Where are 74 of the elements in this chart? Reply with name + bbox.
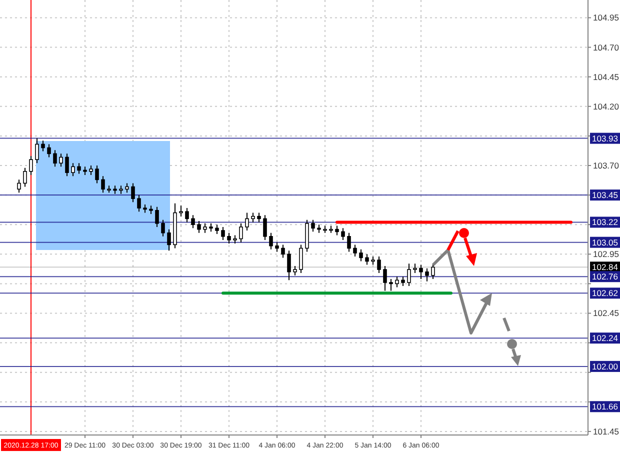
candlestick bbox=[155, 206, 159, 228]
candlestick bbox=[311, 219, 315, 232]
candlestick bbox=[341, 228, 345, 240]
ref-line-label: 102.24 bbox=[592, 333, 618, 344]
candlestick bbox=[137, 194, 141, 212]
candlestick bbox=[125, 182, 129, 194]
ref-line-label: 103.22 bbox=[592, 217, 618, 228]
candlestick bbox=[185, 208, 189, 223]
candlestick bbox=[215, 224, 219, 235]
candlestick bbox=[77, 162, 81, 174]
candlestick bbox=[395, 276, 399, 288]
ref-line-label: 103.45 bbox=[592, 190, 618, 200]
ref-line-label: 102.62 bbox=[592, 288, 618, 298]
candlestick bbox=[161, 219, 165, 237]
candlestick bbox=[257, 212, 261, 223]
candlestick bbox=[347, 232, 351, 252]
candlestick bbox=[197, 220, 201, 234]
y-tick-label: 103.70 bbox=[593, 160, 620, 170]
ref-line-label: 103.93 bbox=[592, 133, 618, 144]
candlestick bbox=[71, 162, 75, 177]
y-tick-label: 102.95 bbox=[593, 249, 620, 260]
candlestick bbox=[425, 268, 429, 282]
candlestick bbox=[23, 167, 27, 188]
y-tick-label: 101.45 bbox=[593, 426, 620, 436]
candlestick bbox=[227, 232, 231, 244]
candlestick bbox=[35, 138, 39, 164]
candlestick bbox=[251, 212, 255, 223]
candlestick bbox=[47, 144, 51, 158]
candlestick bbox=[17, 179, 21, 194]
ref-line-label: 102.76 bbox=[592, 272, 618, 282]
candlestick bbox=[275, 242, 279, 252]
candlestick bbox=[95, 164, 99, 184]
candlestick bbox=[389, 278, 393, 292]
candlestick bbox=[29, 156, 33, 176]
candlestick bbox=[431, 263, 435, 280]
y-tick-label: 102.45 bbox=[593, 308, 620, 318]
candlestick bbox=[89, 164, 93, 176]
y-tick-label: 104.20 bbox=[593, 101, 620, 112]
candlestick bbox=[59, 153, 63, 168]
candlestick bbox=[413, 263, 417, 274]
candlestick bbox=[287, 250, 291, 281]
candlestick bbox=[101, 176, 105, 194]
ref-line-label: 103.05 bbox=[592, 237, 618, 248]
y-tick-label: 104.45 bbox=[593, 72, 620, 82]
candlestick bbox=[179, 205, 183, 217]
candlestick bbox=[335, 225, 339, 236]
ref-line-label: 102.84 bbox=[592, 262, 618, 272]
y-tick-label: 104.95 bbox=[593, 12, 620, 23]
candlestick bbox=[401, 276, 405, 287]
candlestick bbox=[281, 244, 285, 258]
candlestick bbox=[365, 254, 369, 266]
candlestick bbox=[203, 222, 207, 234]
candlestick bbox=[191, 214, 195, 229]
candlestick bbox=[53, 150, 57, 168]
candlestick bbox=[65, 153, 69, 177]
candlestick bbox=[221, 226, 225, 240]
candlestick bbox=[359, 248, 363, 262]
candlestick bbox=[293, 265, 297, 276]
candlestick bbox=[245, 212, 249, 232]
candlestick bbox=[419, 264, 423, 280]
candlestick bbox=[407, 263, 411, 287]
candlestick bbox=[377, 256, 381, 274]
ref-line-label: 101.66 bbox=[592, 402, 618, 412]
candlestick bbox=[239, 222, 243, 243]
candlestick bbox=[167, 228, 171, 252]
candlestick bbox=[41, 140, 45, 152]
candlestick bbox=[353, 244, 357, 258]
candlestick bbox=[263, 214, 267, 240]
ref-line-label: 102.00 bbox=[592, 361, 618, 372]
candlestick bbox=[383, 265, 387, 292]
candlestick bbox=[131, 182, 135, 203]
candlestick bbox=[269, 232, 273, 250]
y-tick-label: 104.70 bbox=[593, 42, 620, 52]
candlestick bbox=[299, 244, 303, 274]
